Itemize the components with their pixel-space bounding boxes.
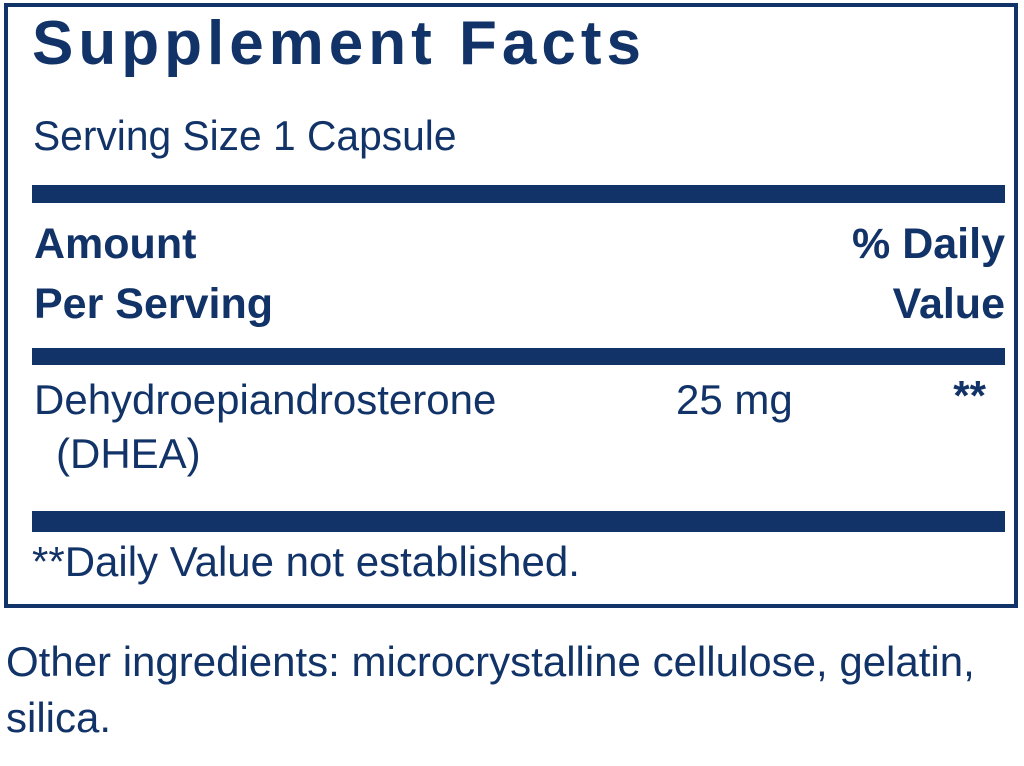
nutrient-name: Dehydroepiandrosterone (DHEA) <box>34 373 496 481</box>
nutrient-name-line-2: (DHEA) <box>56 430 201 477</box>
percent-daily-value-header: % Daily Value <box>852 220 1005 328</box>
nutrient-amount: 25 mg <box>676 376 793 423</box>
page-title: Supplement Facts <box>32 9 646 78</box>
supplement-facts-panel: Supplement Facts Serving Size 1 Capsule … <box>4 3 1018 608</box>
daily-value-footnote: **Daily Value not established. <box>32 538 580 585</box>
divider-bar-top <box>32 185 1005 203</box>
divider-bar-bottom <box>32 511 1005 532</box>
other-ingredients-text: Other ingredients: microcrystalline cell… <box>6 638 975 741</box>
divider-bar-middle <box>32 348 1005 365</box>
table-row: Dehydroepiandrosterone (DHEA) 25 mg ** <box>32 373 1005 503</box>
serving-size-text: Serving Size 1 Capsule <box>33 112 457 159</box>
nutrient-daily-value: ** <box>953 372 986 419</box>
panel-inner: Supplement Facts Serving Size 1 Capsule … <box>8 7 1014 604</box>
amount-per-serving-header: Amount Per Serving <box>34 220 273 328</box>
column-headers: Amount Per Serving % Daily Value <box>32 214 1005 342</box>
nutrient-name-line-1: Dehydroepiandrosterone <box>34 376 497 423</box>
